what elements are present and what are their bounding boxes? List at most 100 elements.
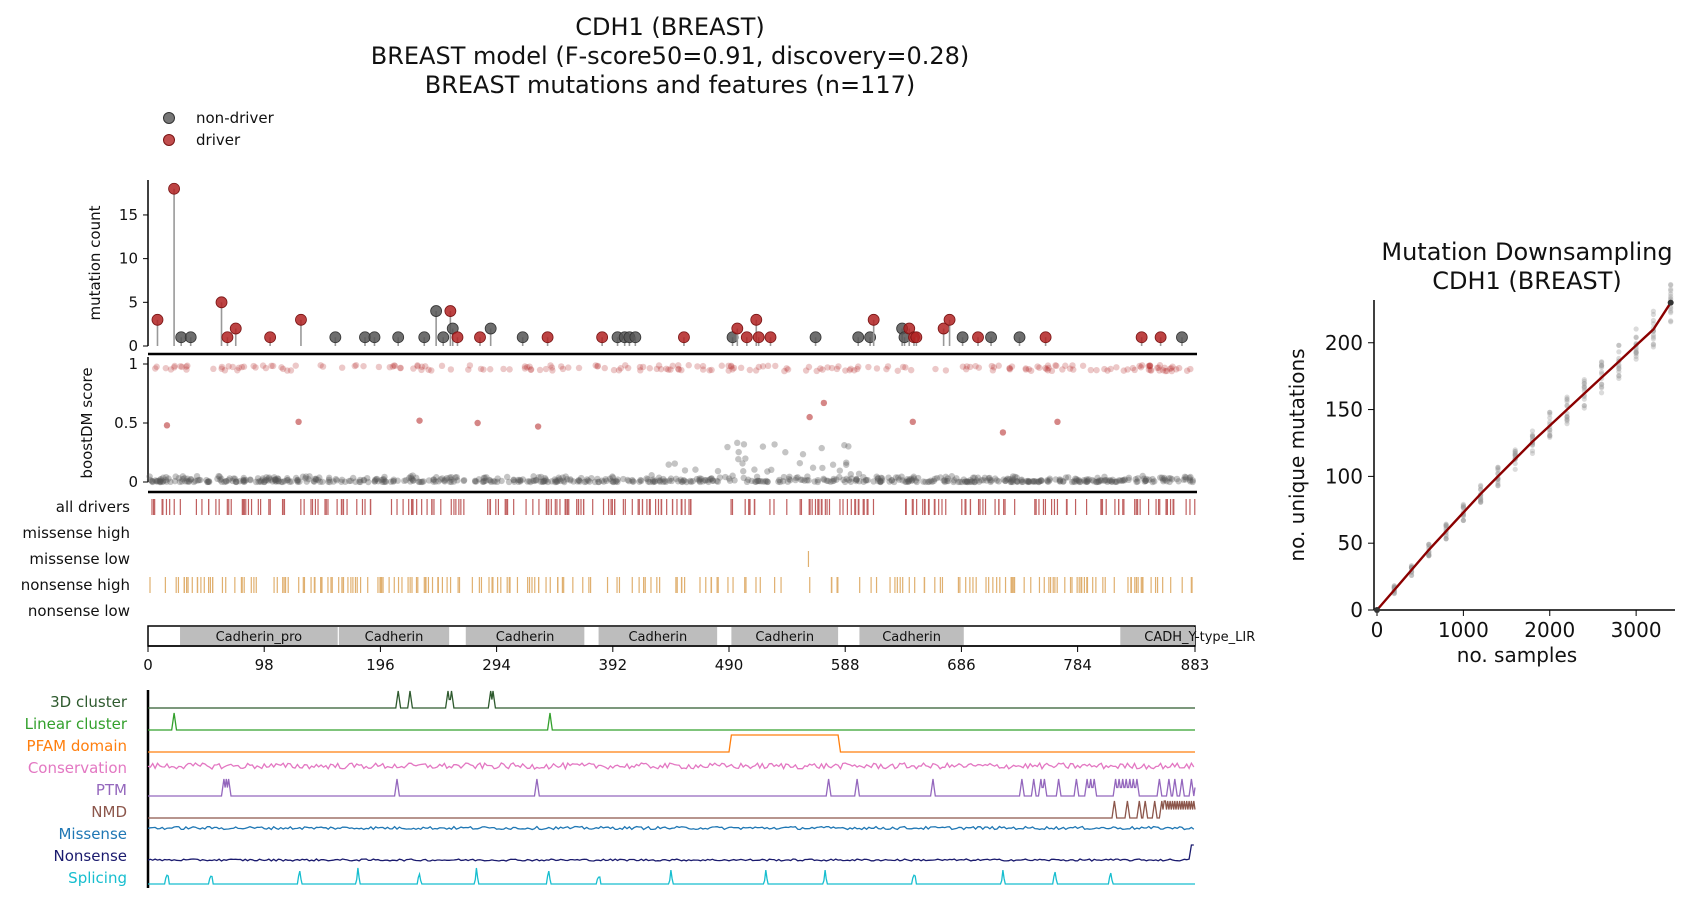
boost-point-nondriver [171, 477, 179, 485]
boost-point-nondriver [986, 474, 993, 482]
boost-point-nondriver [216, 473, 223, 480]
boost-point-nondriver [725, 475, 733, 482]
boost-point-nondriver [910, 475, 917, 482]
boost-point-nondriver [995, 478, 1002, 485]
boost-point-driver [1104, 367, 1111, 374]
boost-point-nondriver [624, 476, 631, 484]
downsampling-replicate-point [1616, 363, 1622, 369]
downsampling-replicate-point [1598, 369, 1605, 375]
downsampling-replicate-point [1668, 291, 1674, 297]
boost-point-nondriver [974, 474, 982, 481]
boost-point-nondriver [326, 478, 333, 486]
downsampling-replicate-point [1478, 496, 1484, 502]
boost-point-driver [601, 364, 608, 372]
domain-x-tick-label: 0 [143, 656, 153, 674]
boost-point-driver [1006, 366, 1014, 373]
boost-point-nondriver [240, 477, 247, 484]
boost-point-nondriver [1189, 477, 1197, 484]
downsampling-replicate-point [1460, 504, 1466, 510]
boost-point-nondriver [1072, 475, 1079, 482]
boost-point-driver [279, 365, 287, 373]
boost-point-driver [549, 367, 556, 374]
boost-point-nondriver [153, 478, 161, 485]
boost-point-nondriver [1083, 478, 1090, 485]
boost-point-driver [338, 364, 346, 371]
boost-point-driver [527, 366, 535, 373]
downsampling-replicate-point [1443, 522, 1449, 529]
boost-point-nondriver [402, 477, 410, 484]
boost-point-nondriver [218, 475, 225, 483]
boost-point-driver [1027, 367, 1035, 374]
boost-point-nondriver [407, 473, 414, 480]
boost-point-nondriver [420, 478, 427, 485]
boost-point-nondriver [943, 477, 951, 485]
boost-point-nondriver [356, 478, 363, 486]
boost-point-nondriver [530, 473, 537, 480]
boost-point-nondriver [1056, 476, 1063, 483]
boost-point-nondriver [527, 478, 534, 486]
boost-point-nondriver [914, 474, 922, 482]
boost-point-nondriver [971, 478, 978, 486]
boost-point-nondriver [380, 476, 388, 483]
boost-point-nondriver [853, 476, 860, 483]
boost-point-nondriver [818, 444, 825, 452]
boost-point-nondriver [953, 475, 960, 482]
boost-point-nondriver [205, 477, 213, 485]
boost-point-nondriver [488, 478, 495, 486]
boost-point-nondriver [162, 473, 170, 481]
figure-title: CDH1 (BREAST) BREAST model (F-score50=0.… [371, 13, 970, 99]
boost-point-driver [234, 367, 241, 374]
boost-point-nondriver [221, 478, 228, 486]
boost-point-nondriver [706, 476, 714, 483]
boost-point-nondriver [314, 476, 322, 483]
boost-point-driver [817, 365, 824, 372]
boost-point-nondriver [581, 478, 588, 486]
boost-point-driver [846, 366, 853, 374]
boost-point-nondriver [751, 478, 759, 485]
boost-point-nondriver [241, 478, 248, 486]
boost-point-nondriver [980, 477, 987, 484]
boost-point-nondriver [537, 478, 544, 485]
feature-track-label: PTM [96, 781, 127, 799]
boost-point-nondriver [610, 478, 617, 486]
boost-point-nondriver [1158, 474, 1166, 481]
downsampling-replicate-point [1668, 318, 1674, 324]
boost-point-nondriver [310, 477, 317, 485]
boost-point-nondriver [273, 476, 280, 483]
boost-point-driver [932, 365, 939, 373]
boost-point-nondriver [347, 477, 354, 485]
boost-point-nondriver [406, 474, 413, 482]
boost-point-driver [884, 363, 892, 370]
downsampling-replicate-point [1443, 522, 1449, 528]
boost-point-nondriver [735, 448, 742, 456]
boost-point-driver [565, 364, 572, 371]
boost-point-driver [1093, 366, 1100, 374]
boost-point-nondriver [630, 478, 637, 485]
boost-point-nondriver [1009, 473, 1017, 480]
boost-point-nondriver [1029, 478, 1037, 485]
boost-point-nondriver [629, 478, 636, 485]
boost-point-nondriver [1109, 476, 1116, 484]
boost-point-nondriver [184, 478, 191, 485]
lollipop-y-tick-label: 5 [128, 293, 138, 311]
boost-point-nondriver [203, 476, 210, 484]
boost-point-nondriver [413, 474, 420, 482]
legend-label-driver: driver [196, 131, 241, 149]
boost-point-nondriver [740, 441, 748, 448]
boost-point-nondriver [446, 478, 454, 485]
boost-point-nondriver [1189, 478, 1196, 486]
boost-point-nondriver [448, 476, 455, 483]
boost-point-nondriver [273, 478, 280, 485]
boost-point-nondriver [637, 476, 644, 484]
boost-point-nondriver [157, 477, 164, 485]
boost-point-nondriver [425, 477, 433, 484]
boost-point-nondriver [591, 478, 599, 486]
boost-point-driver [410, 365, 417, 372]
downsampling-replicate-point [1529, 450, 1536, 457]
boost-point-nondriver [609, 474, 617, 481]
boost-point-nondriver [759, 443, 767, 450]
boost-point-driver [883, 365, 890, 373]
boost-point-nondriver [275, 478, 282, 485]
boost-point-nondriver [644, 476, 651, 483]
boost-point-nondriver [479, 478, 486, 485]
